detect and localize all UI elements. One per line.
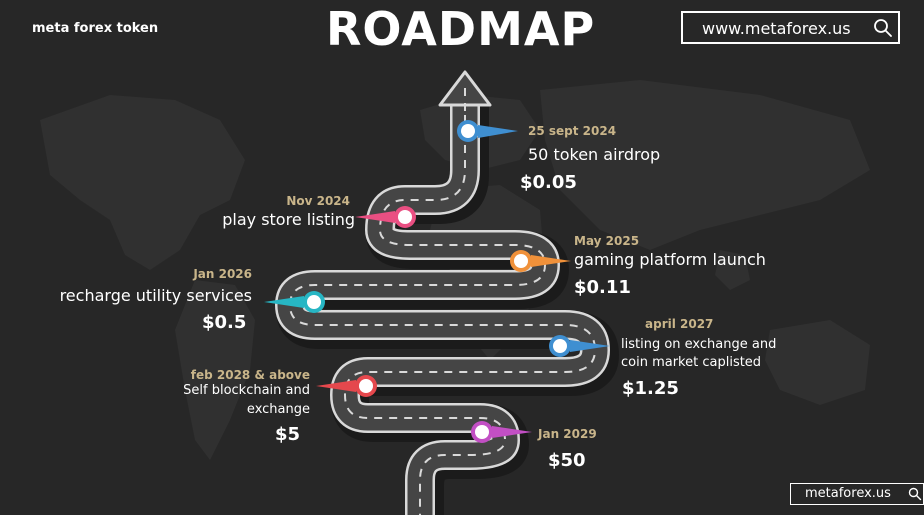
milestone-3-event: gaming platform launch xyxy=(574,250,766,269)
milestone-5-date: april 2027 xyxy=(645,317,714,331)
pin-2 xyxy=(355,206,416,228)
milestone-6-event-line1: Self blockchain and xyxy=(183,383,310,398)
milestone-6-price: $5 xyxy=(275,424,301,445)
milestone-1-price: $0.05 xyxy=(520,172,577,193)
pin-7 xyxy=(471,421,532,443)
pin-1 xyxy=(457,120,518,142)
milestone-2-event: play store listing xyxy=(222,210,355,229)
pin-3 xyxy=(510,250,571,272)
milestone-5-event-line2: coin market caplisted xyxy=(621,355,762,370)
milestone-6-event-line2: exchange xyxy=(246,402,310,417)
pin-6 xyxy=(316,375,377,397)
milestone-5-event-line1: listing on exchange and xyxy=(621,337,777,352)
milestone-2-date: Nov 2024 xyxy=(286,194,350,208)
milestone-1-date: 25 sept 2024 xyxy=(528,124,617,138)
milestone-5-price: $1.25 xyxy=(622,378,679,399)
website-search-box[interactable]: www.metaforex.us xyxy=(681,11,900,44)
milestone-6-date: feb 2028 & above xyxy=(190,368,310,382)
milestone-3-date: May 2025 xyxy=(574,234,640,248)
milestone-4-price: $0.5 xyxy=(202,312,247,333)
footer-search-box[interactable]: metaforex.us xyxy=(790,483,924,505)
page-title: ROADMAP xyxy=(326,2,596,56)
pin-4 xyxy=(264,291,325,313)
road-arrow-head xyxy=(438,70,492,112)
milestone-7-date: Jan 2029 xyxy=(538,427,597,441)
search-icon[interactable] xyxy=(908,487,922,501)
footer-url: metaforex.us xyxy=(805,486,891,501)
milestone-4-event: recharge utility services xyxy=(59,286,252,305)
milestone-7-price: $50 xyxy=(548,450,586,471)
pin-5 xyxy=(549,335,610,357)
milestone-3-price: $0.11 xyxy=(574,277,631,298)
milestone-4-date: Jan 2026 xyxy=(193,267,252,281)
milestone-1-event: 50 token airdrop xyxy=(528,145,661,164)
website-url: www.metaforex.us xyxy=(702,19,851,38)
search-icon[interactable] xyxy=(873,18,893,38)
brand-name: meta forex token xyxy=(32,21,159,36)
